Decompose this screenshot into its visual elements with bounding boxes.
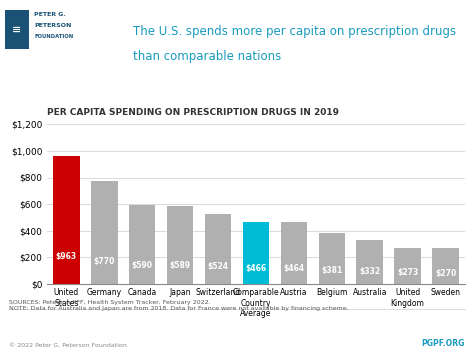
Text: $963: $963 (56, 252, 77, 261)
Bar (319, 233, 345, 284)
Text: © 2022 Peter G. Peterson Foundation: © 2022 Peter G. Peterson Foundation (9, 343, 128, 348)
Text: $589: $589 (170, 261, 191, 270)
Text: PER CAPITA SPENDING ON PRESCRIPTION DRUGS IN 2019: PER CAPITA SPENDING ON PRESCRIPTION DRUG… (47, 108, 339, 117)
Bar (205, 214, 231, 284)
Text: $524: $524 (208, 262, 228, 272)
Text: $273: $273 (397, 268, 418, 278)
Text: The U.S. spends more per capita on prescription drugs: The U.S. spends more per capita on presc… (133, 25, 456, 38)
Bar (167, 206, 193, 284)
Bar (356, 240, 383, 284)
Text: $464: $464 (283, 264, 304, 273)
Text: than comparable nations: than comparable nations (133, 50, 281, 63)
Text: ≡: ≡ (12, 24, 21, 34)
Text: PETERSON: PETERSON (34, 23, 72, 28)
Bar (91, 181, 118, 284)
Text: $381: $381 (321, 266, 342, 275)
Bar (129, 206, 155, 284)
Text: $770: $770 (93, 257, 115, 266)
Text: $466: $466 (246, 264, 266, 273)
Text: PGPF.ORG: PGPF.ORG (421, 339, 465, 348)
Text: $590: $590 (132, 261, 153, 270)
Bar (53, 156, 80, 284)
Text: SOURCES: Peterson-KFF, Health System Tracker, February 2022.
NOTE: Data for Aust: SOURCES: Peterson-KFF, Health System Tra… (9, 300, 349, 311)
FancyBboxPatch shape (5, 10, 28, 49)
Text: $270: $270 (435, 268, 456, 278)
Bar (243, 222, 269, 284)
Text: FOUNDATION: FOUNDATION (34, 34, 73, 39)
Text: PETER G.: PETER G. (34, 12, 66, 17)
Bar (281, 222, 307, 284)
Text: $332: $332 (359, 267, 380, 276)
Bar (394, 248, 421, 284)
Bar (432, 248, 459, 284)
